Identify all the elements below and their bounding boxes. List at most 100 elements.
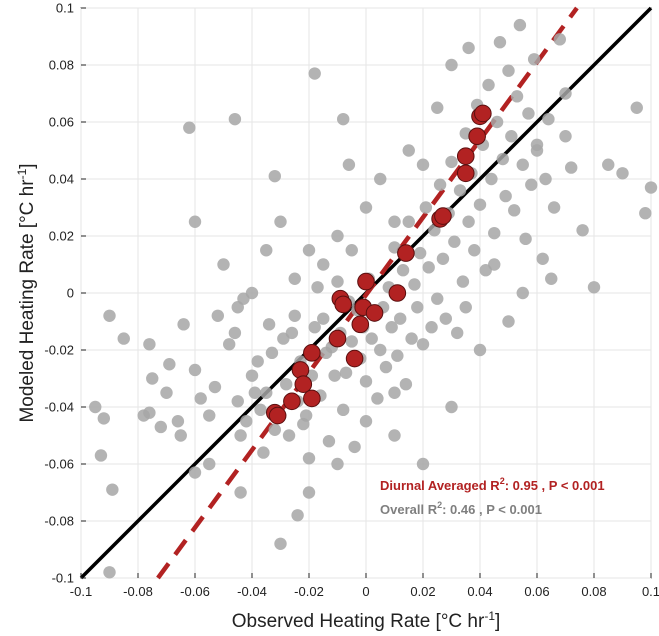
overall-point (587, 281, 601, 294)
overall-point (530, 144, 544, 157)
overall-point (103, 309, 116, 322)
overall-point (337, 403, 350, 417)
overall-point (280, 378, 293, 391)
overall-point (431, 101, 444, 114)
overall-point (525, 178, 538, 191)
diurnal-point (468, 127, 486, 146)
overall-point (391, 349, 404, 362)
overall-point (203, 457, 216, 471)
x-tick-label: 0.06 (524, 584, 549, 599)
diurnal-point (303, 344, 321, 362)
x-axis-title: Observed Heating Rate [°C hr-1] (232, 609, 501, 632)
overall-point (223, 338, 236, 351)
overall-point (245, 369, 259, 382)
overall-point (359, 375, 373, 388)
overall-point (234, 486, 247, 499)
diurnal-point (456, 147, 475, 165)
y-tick-label: 0.1 (56, 1, 74, 16)
overall-point (490, 115, 504, 129)
overall-point (553, 33, 566, 46)
diurnal-point (365, 304, 384, 322)
overall-point (505, 130, 518, 143)
overall-point (203, 409, 216, 422)
overall-point (308, 321, 321, 334)
overall-point (468, 244, 481, 257)
x-tick-label: 0.04 (467, 584, 492, 599)
overall-point (416, 158, 430, 171)
diurnal-point (388, 284, 407, 302)
overall-point (508, 204, 521, 217)
overall-point (379, 360, 393, 374)
overall-point (299, 409, 313, 422)
overall-point (302, 486, 316, 499)
y-tick-label: -0.08 (44, 514, 74, 529)
overall-point (402, 215, 415, 228)
overall-point (436, 252, 450, 265)
y-tick-label: -0.06 (44, 457, 74, 472)
overall-point (365, 332, 378, 345)
overall-point (519, 232, 532, 246)
overall-point (385, 321, 398, 334)
overall-point (445, 155, 458, 169)
overall-point (527, 53, 541, 66)
overall-point (248, 386, 262, 399)
overall-point (374, 172, 387, 186)
y-tick-label: 0.02 (49, 229, 74, 244)
overall-point (288, 309, 301, 322)
overall-point (160, 386, 173, 399)
overall-point (265, 346, 279, 360)
overall-point (439, 312, 452, 325)
overall-point (359, 201, 373, 214)
diurnal-point (334, 295, 353, 314)
diurnal-point (294, 375, 313, 394)
diurnal-fit-line (156, 6, 579, 580)
diurnal-point (351, 315, 370, 334)
overall-point (644, 181, 658, 194)
overall-point (496, 152, 509, 166)
diurnal-points (266, 104, 492, 425)
overall-point (396, 264, 410, 277)
x-tick-label: 0.02 (410, 584, 435, 599)
overall-point (339, 366, 353, 379)
overall-point (251, 355, 264, 368)
overall-point (405, 332, 418, 345)
y-tick-label: -0.04 (44, 400, 74, 415)
overall-point (576, 224, 589, 237)
overall-point (488, 258, 501, 271)
overall-point (146, 372, 159, 385)
diurnal-point (268, 406, 287, 425)
overall-point (462, 41, 475, 55)
overall-point (374, 343, 387, 357)
overall-point (536, 252, 549, 265)
overall-point (345, 244, 358, 257)
overall-point (308, 67, 321, 80)
overall-point (268, 423, 281, 436)
x-tick-label: 0.1 (642, 584, 659, 599)
overall-point (103, 566, 116, 579)
overall-point (482, 78, 495, 92)
overall-point (331, 229, 344, 243)
overall-point (163, 358, 176, 371)
overall-point (539, 172, 552, 186)
overall-point (473, 198, 487, 211)
overall-point (431, 292, 444, 305)
diurnal-point (328, 329, 347, 348)
overall-point (322, 435, 336, 448)
overall-point (188, 466, 202, 479)
x-tick-labels: -0.1 -0.08 -0.06 -0.04 -0.02 0 0.02 0.04 0.06 0.0… (70, 573, 659, 599)
overall-point (488, 226, 501, 240)
overall-point (231, 395, 244, 408)
overall-point (211, 309, 224, 322)
overall-point (331, 457, 344, 471)
overall-point (183, 121, 196, 134)
overall-point (394, 312, 407, 325)
overall-point (499, 189, 512, 203)
diurnal-point (456, 164, 475, 183)
overall-point (411, 301, 424, 314)
overall-point (302, 452, 316, 465)
overall-point (388, 386, 401, 399)
overall-point (234, 429, 247, 442)
overall-point (399, 378, 413, 391)
overall-point (516, 286, 529, 300)
